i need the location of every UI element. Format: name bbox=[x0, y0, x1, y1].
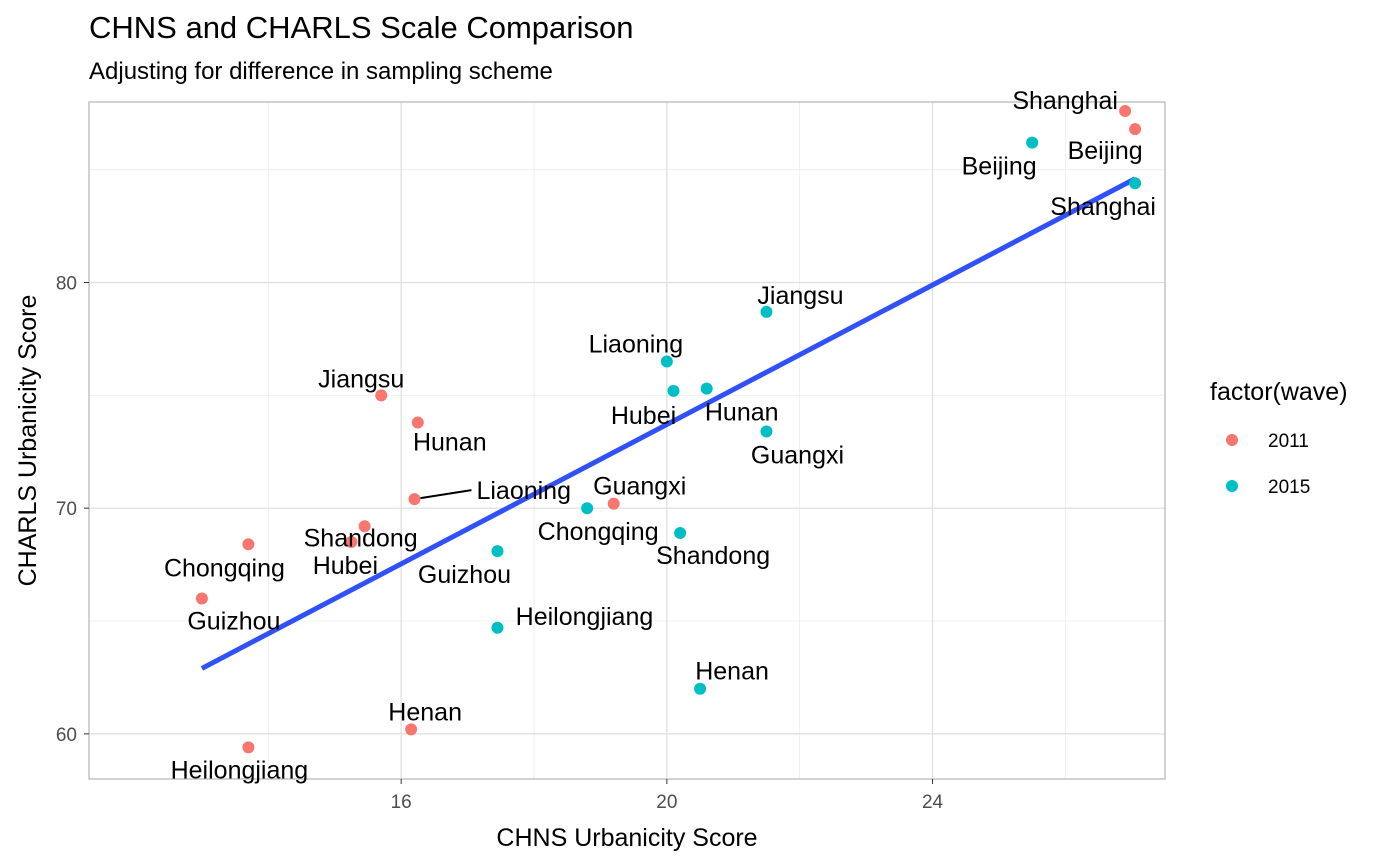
point-2011-chongqing bbox=[242, 538, 255, 551]
point-2011-liaoning bbox=[408, 493, 421, 506]
point-label-2015-chongqing: Chongqing bbox=[538, 518, 659, 546]
label-leader-line bbox=[420, 489, 472, 500]
point-2015-beijing bbox=[1026, 136, 1039, 149]
point-label-2011-chongqing: Chongqing bbox=[164, 554, 285, 582]
point-label-2015-guizhou: Guizhou bbox=[418, 561, 511, 589]
x-tick-label: 24 bbox=[922, 792, 944, 813]
point-label-2011-henan: Henan bbox=[388, 698, 462, 726]
point-label-2011-jiangsu: Jiangsu bbox=[318, 365, 404, 393]
point-label-2015-hubei: Hubei bbox=[611, 402, 676, 430]
point-2015-shanghai bbox=[1129, 177, 1142, 190]
point-2011-hunan bbox=[411, 416, 424, 429]
point-label-2015-beijing: Beijing bbox=[962, 153, 1037, 181]
plot-panel bbox=[89, 102, 1165, 779]
point-label-2015-henan: Henan bbox=[695, 658, 769, 686]
y-tick-label: 60 bbox=[56, 725, 77, 746]
point-label-2011-guizhou: Guizhou bbox=[187, 607, 280, 635]
point-2011-henan bbox=[405, 723, 418, 736]
point-label-2015-shandong: Shandong bbox=[656, 542, 770, 570]
point-label-2015-shanghai: Shanghai bbox=[1050, 193, 1156, 221]
point-label-2015-hunan: Hunan bbox=[705, 399, 779, 427]
y-tick-label: 70 bbox=[56, 499, 77, 520]
point-2015-liaoning bbox=[660, 355, 673, 368]
legend-key-2015 bbox=[1226, 480, 1238, 492]
legend-key-2011 bbox=[1226, 434, 1238, 446]
point-2015-hunan bbox=[700, 382, 713, 395]
point-label-2011-liaoning: Liaoning bbox=[476, 477, 571, 505]
point-2015-guangxi bbox=[760, 425, 773, 438]
point-2011-hubei bbox=[345, 536, 358, 549]
point-label-2011-heilongjiang: Heilongjiang bbox=[171, 756, 309, 784]
point-label-2011-hunan: Hunan bbox=[413, 428, 487, 456]
point-2011-shandong bbox=[358, 520, 371, 533]
point-2015-hubei bbox=[667, 384, 680, 397]
y-tick-label: 80 bbox=[56, 274, 77, 295]
point-label-2011-shandong: Shandong bbox=[304, 524, 418, 552]
chart-title: CHNS and CHARLS Scale Comparison bbox=[89, 10, 634, 45]
x-tick-label: 16 bbox=[391, 792, 412, 813]
point-label-2011-guangxi: Guangxi bbox=[593, 473, 686, 501]
x-axis-title: CHNS Urbanicity Score bbox=[496, 824, 757, 852]
point-label-2015-guangxi: Guangxi bbox=[751, 441, 844, 469]
point-2015-heilongjiang bbox=[491, 621, 504, 634]
point-2015-shandong bbox=[674, 527, 687, 540]
legend-label-2011: 2011 bbox=[1268, 431, 1309, 452]
point-2015-chongqing bbox=[581, 502, 594, 515]
legend-title: factor(wave) bbox=[1210, 378, 1348, 406]
trend-line bbox=[200, 176, 1137, 671]
y-axis-title: CHARLS Urbanicity Score bbox=[14, 295, 42, 587]
point-label-2011-hubei: Hubei bbox=[313, 552, 378, 580]
point-label-2015-liaoning: Liaoning bbox=[589, 331, 684, 359]
point-2011-shanghai bbox=[1119, 105, 1132, 118]
point-label-2011-beijing: Beijing bbox=[1068, 137, 1143, 165]
point-label-2011-shanghai: Shanghai bbox=[1012, 87, 1118, 115]
x-tick-label: 20 bbox=[656, 792, 677, 813]
point-2011-beijing bbox=[1129, 123, 1142, 136]
panel-border bbox=[88, 101, 1166, 780]
point-2011-heilongjiang bbox=[242, 741, 255, 754]
point-2015-henan bbox=[694, 682, 707, 695]
point-label-2015-jiangsu: Jiangsu bbox=[757, 282, 843, 310]
point-2015-guizhou bbox=[491, 545, 504, 558]
point-2015-jiangsu bbox=[760, 305, 773, 318]
legend-label-2015: 2015 bbox=[1268, 477, 1310, 498]
chart-subtitle: Adjusting for difference in sampling sch… bbox=[89, 58, 553, 85]
point-2011-guangxi bbox=[607, 497, 620, 510]
point-2011-guizhou bbox=[195, 592, 208, 605]
point-2011-jiangsu bbox=[375, 389, 388, 402]
point-label-2015-heilongjiang: Heilongjiang bbox=[516, 603, 654, 631]
